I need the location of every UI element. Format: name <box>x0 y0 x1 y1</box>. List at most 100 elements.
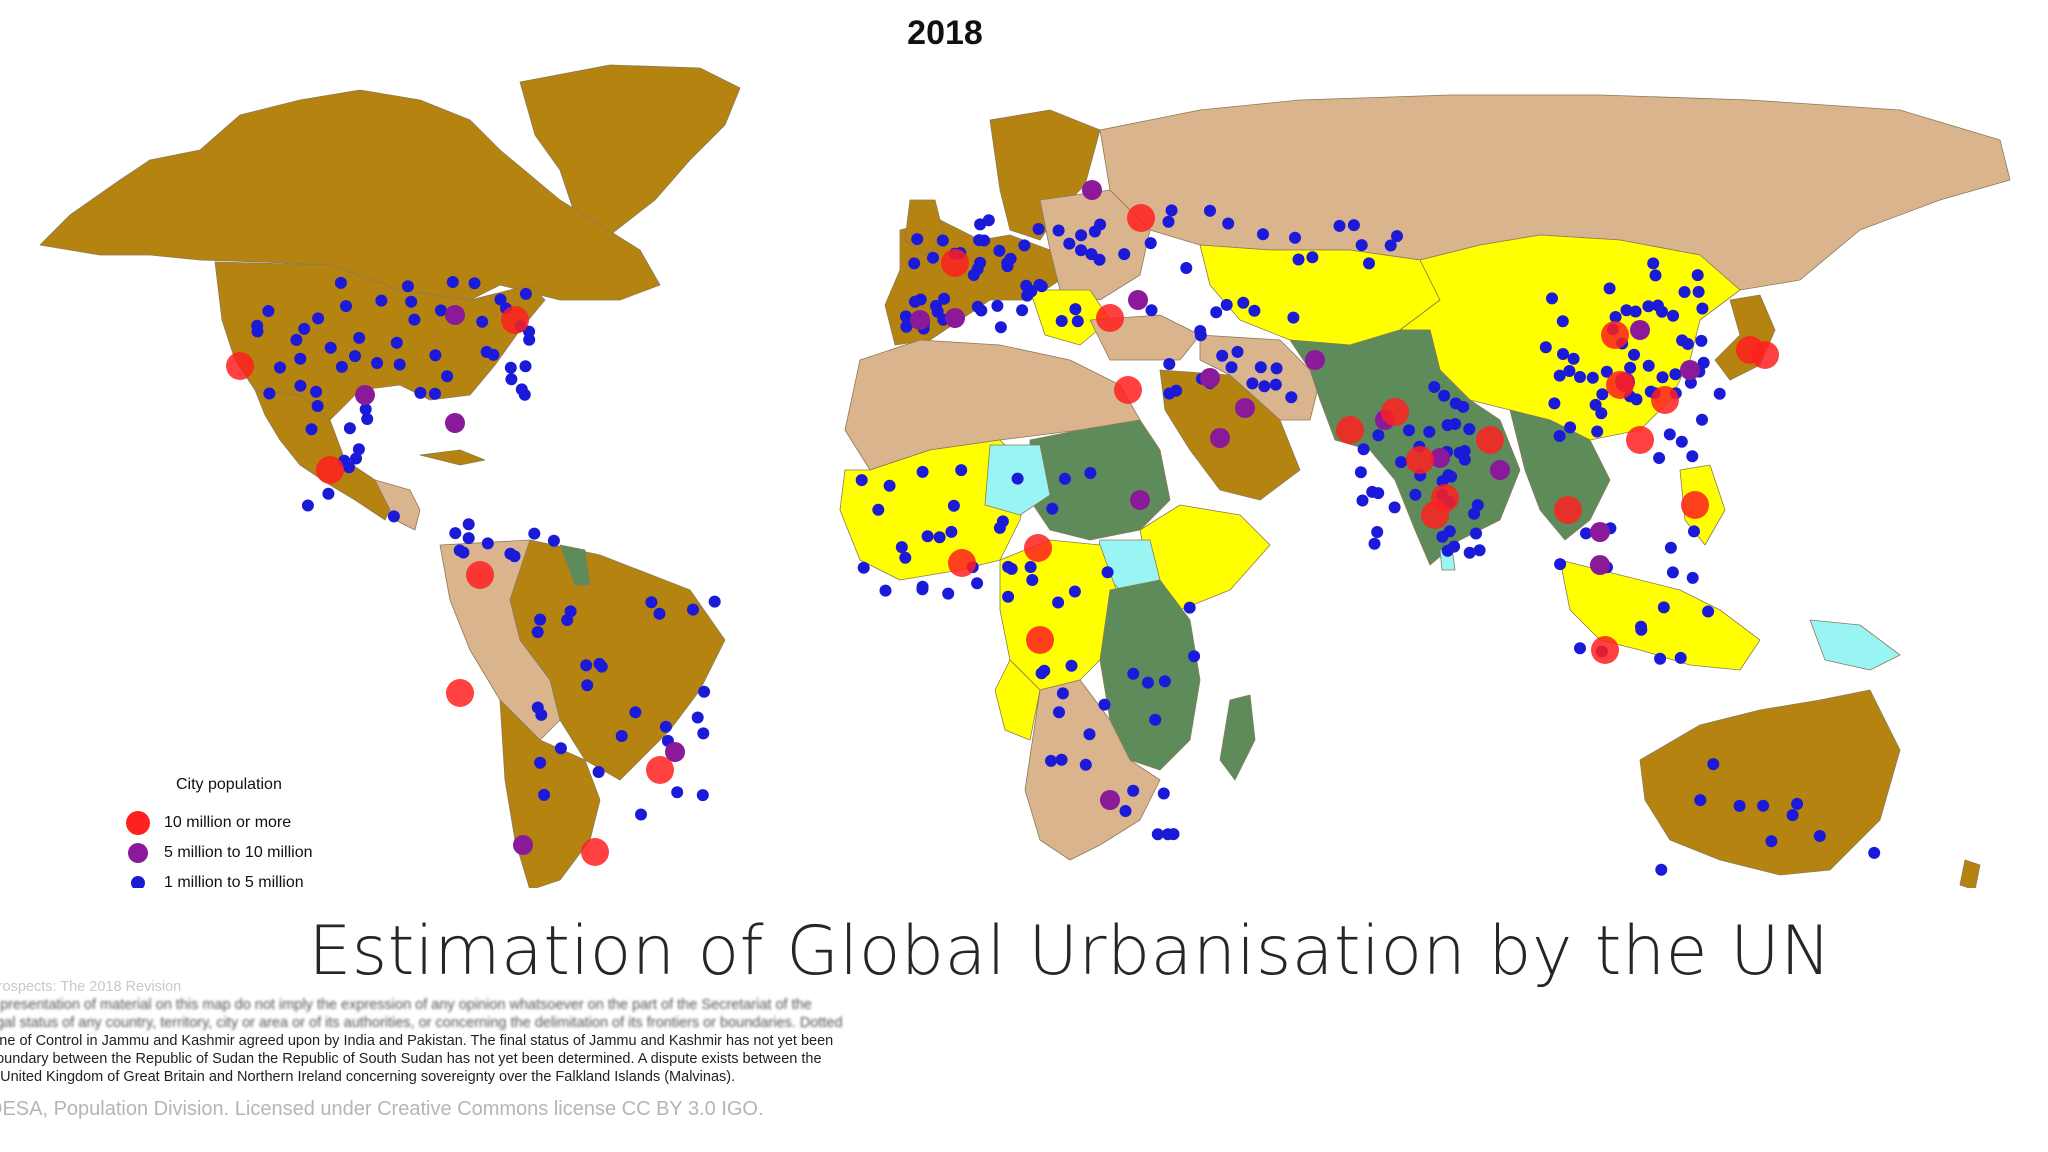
city-marker-small <box>1600 365 1613 378</box>
city-marker-small <box>371 357 384 369</box>
city-marker-large <box>1114 376 1142 404</box>
city-marker-small <box>872 503 885 516</box>
city-marker-small <box>1026 574 1039 586</box>
region-andes <box>439 539 561 741</box>
city-marker-small <box>1306 251 1319 264</box>
city-marker-small <box>908 257 921 270</box>
city-marker-large <box>316 456 344 484</box>
city-marker-small <box>335 360 348 373</box>
city-marker-medium <box>1630 320 1650 340</box>
city-marker-small <box>519 360 532 373</box>
city-marker-small <box>494 293 507 306</box>
city-marker-small <box>1033 278 1046 291</box>
city-marker-small <box>1663 428 1676 441</box>
city-marker-small <box>1567 352 1580 365</box>
city-marker-small <box>1372 487 1385 500</box>
city-marker-small <box>361 413 374 425</box>
city-marker-small <box>343 422 356 435</box>
city-marker-small <box>1713 387 1726 400</box>
city-marker-large <box>1476 426 1504 454</box>
country-papua <box>1809 619 1901 671</box>
city-marker-small <box>340 300 352 313</box>
city-marker-small <box>375 294 388 307</box>
city-marker-small <box>481 537 494 550</box>
city-marker-small <box>1384 239 1397 252</box>
city-marker-small <box>262 305 275 317</box>
city-marker-small <box>1624 361 1637 374</box>
city-marker-small <box>1686 571 1699 584</box>
city-marker-small <box>1694 794 1707 807</box>
city-marker-small <box>1691 269 1704 282</box>
city-marker-small <box>1270 362 1283 375</box>
city-marker-small <box>1443 525 1456 538</box>
city-marker-small <box>1119 805 1132 817</box>
city-marker-small <box>1557 348 1569 360</box>
city-marker-small <box>1011 472 1024 485</box>
city-marker-small <box>1403 424 1415 437</box>
city-marker-small <box>930 299 942 312</box>
city-marker-small <box>274 361 286 374</box>
city-marker-small <box>1248 304 1261 317</box>
city-marker-small <box>305 423 318 436</box>
city-marker-small <box>691 711 704 724</box>
city-marker-medium <box>1200 368 1220 388</box>
map-disclaimer: Prospects: The 2018 Revision e presentat… <box>0 978 1048 1119</box>
city-marker-small <box>393 358 406 371</box>
medium-city-swatch <box>128 843 148 863</box>
city-marker-small <box>462 518 475 531</box>
map-legend: City population 10 million or more 5 mil… <box>126 776 390 898</box>
city-marker-small <box>1686 450 1699 463</box>
city-marker-small <box>991 299 1004 312</box>
city-marker-small <box>1098 698 1111 711</box>
city-marker-small <box>1158 675 1171 688</box>
city-marker-small <box>534 613 547 626</box>
city-marker-small <box>909 295 921 308</box>
city-marker-large <box>1024 534 1052 562</box>
city-marker-small <box>1654 652 1667 665</box>
legend-item-10m: 10 million or more <box>126 808 390 838</box>
city-marker-medium <box>445 413 465 433</box>
city-marker-small <box>1595 407 1608 420</box>
city-marker-small <box>528 527 541 540</box>
city-marker-small <box>1438 389 1451 402</box>
map-bottom-edge <box>0 888 2048 892</box>
city-marker-small <box>938 292 951 305</box>
city-marker-small <box>446 276 459 288</box>
city-marker-small <box>1032 223 1045 235</box>
city-marker-small <box>1765 835 1778 848</box>
country-australia <box>1639 689 1901 876</box>
city-marker-small <box>1052 224 1065 237</box>
city-marker-small <box>1372 429 1385 442</box>
city-marker-small <box>1580 527 1592 540</box>
city-marker-small <box>1586 371 1599 384</box>
city-marker-small <box>1423 425 1436 438</box>
city-marker-small <box>535 708 548 721</box>
city-marker-medium <box>1235 398 1255 418</box>
city-marker-small <box>1055 753 1068 766</box>
city-marker-small <box>294 379 307 392</box>
city-marker-medium <box>1210 428 1230 448</box>
city-marker-small <box>311 400 324 412</box>
city-marker-large <box>1606 371 1634 399</box>
city-marker-small <box>653 607 666 620</box>
city-marker-small <box>1084 467 1097 479</box>
city-marker-small <box>1118 248 1131 261</box>
city-marker-large <box>226 352 254 380</box>
city-marker-small <box>1813 830 1826 842</box>
city-marker-small <box>1620 304 1633 317</box>
country-guyana <box>559 544 591 586</box>
city-marker-small <box>504 361 517 374</box>
city-marker-small <box>916 583 929 596</box>
small-city-swatch <box>131 876 145 890</box>
city-marker-small <box>518 388 531 401</box>
city-marker-large <box>1096 304 1124 332</box>
world-urbanisation-map <box>39 64 2011 891</box>
city-marker-small <box>581 679 594 692</box>
city-marker-small <box>1145 304 1158 317</box>
city-marker-small <box>1463 423 1476 436</box>
city-marker-medium <box>1082 180 1102 200</box>
city-marker-small <box>1395 456 1408 469</box>
large-city-swatch <box>126 811 150 835</box>
city-marker-small <box>349 350 361 363</box>
city-marker-small <box>1628 348 1640 361</box>
